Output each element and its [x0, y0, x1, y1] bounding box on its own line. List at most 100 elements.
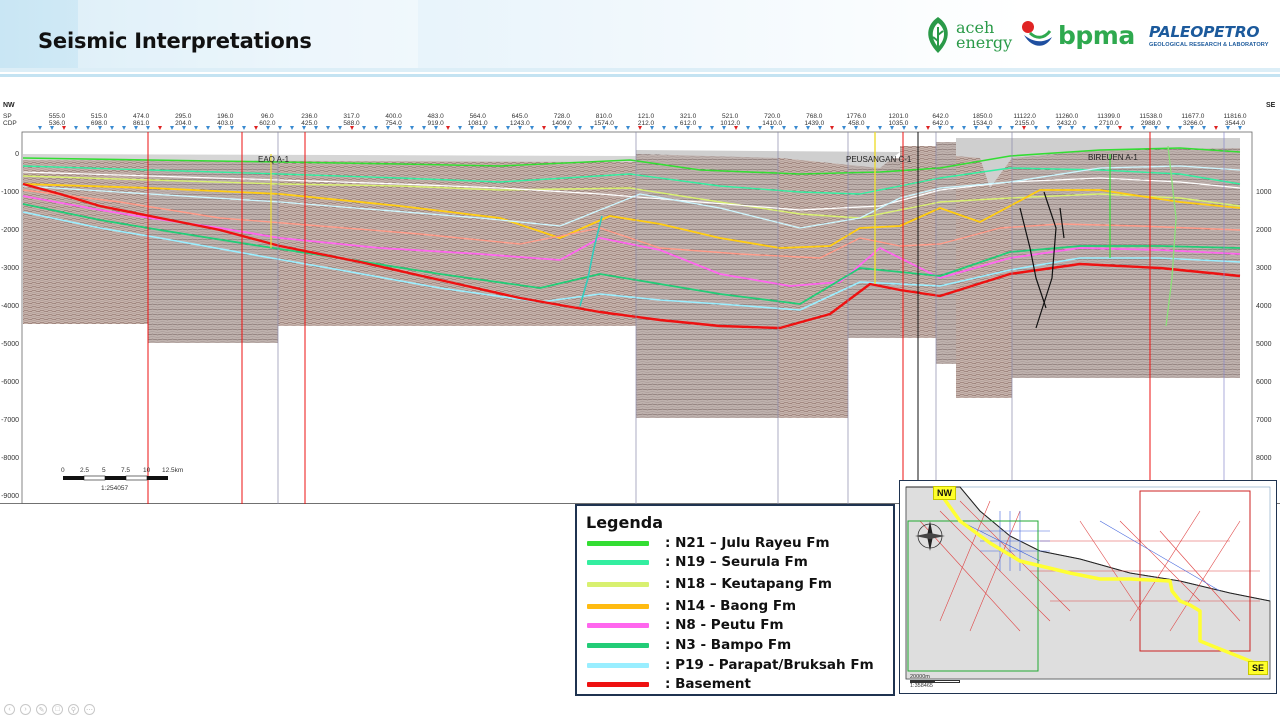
depth-tick-left: -8000 — [1, 455, 19, 462]
shotpoint-marker — [434, 126, 438, 130]
shotpoint-marker — [674, 126, 678, 130]
legend-item-basement: : Basement — [587, 675, 751, 693]
legend-title: Legenda — [586, 513, 663, 532]
map-section-line — [938, 491, 1261, 667]
shotpoint-marker — [206, 126, 210, 130]
location-map-inset: NW SE 20000m 1:358465 — [899, 480, 1277, 694]
well-label-peusangan: PEUSANGAN C-1 — [846, 155, 912, 164]
shotpoint-marker — [734, 126, 738, 130]
header-divider — [0, 68, 1280, 72]
sp-tick-label: 645.0 — [512, 113, 529, 120]
fault-black-2 — [1035, 191, 1057, 329]
shotpoint-marker — [362, 126, 366, 130]
sp-tick-label: 11122.0 — [1013, 113, 1036, 120]
shotpoint-marker — [554, 126, 558, 130]
zoom-button[interactable]: ⚲ — [68, 704, 79, 715]
shotpoint-marker — [278, 126, 282, 130]
aceh-logo-line1: aceh — [956, 18, 995, 37]
se-direction-label: SE — [1266, 102, 1276, 109]
cdp-tick-label: 1410.0 — [762, 120, 782, 127]
legend-swatch — [587, 540, 649, 546]
sp-tick-label: 11260.0 — [1055, 113, 1078, 120]
previous-slide-button[interactable]: ‹ — [4, 704, 15, 715]
legend-item-p19: : P19 - Parapat/Bruksah Fm — [587, 656, 874, 674]
scale-tick-0: 0 — [61, 467, 65, 474]
legend-item-n18: : N18 – Keutapang Fm — [587, 575, 832, 593]
cdp-tick-label: 1035.0 — [888, 120, 908, 127]
scale-tick-4: 10 — [143, 467, 151, 474]
shotpoint-marker — [518, 126, 522, 130]
depth-tick-left: -2000 — [1, 227, 19, 234]
more-options-button[interactable]: ⋯ — [84, 704, 95, 715]
cdp-tick-label: 642.0 — [932, 120, 949, 127]
aceh-energy-logo: aceh energy — [922, 14, 1012, 56]
legend-label: : N3 - Bampo Fm — [665, 637, 792, 653]
shotpoint-marker — [806, 126, 810, 130]
seismic-section-panel: NW SE SP CDP 555.0 515.0 474.0 295.0 196.0 96… — [0, 98, 1280, 504]
map-scale-ratio: 1:358465 — [910, 683, 933, 689]
shotpoint-marker — [650, 126, 654, 130]
shotpoint-marker — [710, 126, 714, 130]
shotpoint-marker — [938, 126, 942, 130]
cdp-tick-label: 2155.0 — [1015, 120, 1035, 127]
shotpoint-marker — [770, 126, 774, 130]
shotpoint-marker — [314, 126, 318, 130]
depth-tick-left: -5000 — [1, 341, 19, 348]
fault-black-3 — [1059, 207, 1065, 239]
next-slide-button[interactable]: › — [20, 704, 31, 715]
shotpoint-marker — [602, 126, 606, 130]
shotpoint-marker — [794, 126, 798, 130]
shotpoint-marker — [134, 126, 138, 130]
legend-label: : N14 - Baong Fm — [665, 598, 797, 614]
shotpoint-marker — [662, 126, 666, 130]
shotpoint-marker — [1010, 126, 1014, 130]
cdp-tick-label: 1012.0 — [720, 120, 740, 127]
shotpoint-marker — [962, 126, 966, 130]
horizon-n8 — [22, 195, 1241, 287]
aceh-leaf-icon — [928, 17, 948, 53]
legend-item-n8: : N8 - Peutu Fm — [587, 616, 784, 634]
depth-tick-left: -3000 — [1, 265, 19, 272]
cdp-tick-label: 588.0 — [343, 120, 360, 127]
map-nw-tag: NW — [933, 486, 956, 500]
cdp-tick-label: 1081.0 — [468, 120, 488, 127]
map-scale: 20000m 1:358465 — [910, 674, 960, 689]
depth-tick-left: -1000 — [1, 189, 19, 196]
shotpoint-marker — [182, 126, 186, 130]
shotpoint-marker — [170, 126, 174, 130]
sp-tick-label: 474.0 — [133, 113, 150, 120]
horizon-n18 — [22, 175, 1241, 219]
depth-tick-right: 5000 — [1256, 341, 1272, 348]
bpma-logo-text: bpma — [1058, 20, 1135, 50]
horizon-n8-salmon — [22, 189, 1241, 259]
depth-tick-right: 6000 — [1256, 379, 1272, 386]
depth-tick-right: 4000 — [1256, 303, 1272, 310]
cdp-tick-labels: 536.0 698.0 861.0 204.0 403.0 602.0 425.0 588.0… — [49, 120, 1245, 127]
horizon-n14 — [22, 183, 1241, 249]
shotpoint-marker — [1118, 126, 1122, 130]
shotpoint-marker — [422, 126, 426, 130]
depth-tick-right: 3000 — [1256, 265, 1272, 272]
shotpoint-marker — [194, 126, 198, 130]
paleopetro-logo-subtitle: GEOLOGICAL RESEARCH & LABORATORY — [1149, 41, 1269, 48]
fault-teal — [579, 215, 603, 307]
sp-tick-label: 1776.0 — [846, 113, 866, 120]
cdp-row-label: CDP — [3, 120, 17, 127]
shotpoint-marker — [350, 126, 354, 130]
well-trajectory-green — [1165, 145, 1177, 327]
shotpoint-marker — [374, 126, 378, 130]
pen-tool-button[interactable]: ✎ — [36, 704, 47, 715]
shotpoint-marker — [866, 126, 870, 130]
shotpoint-marker — [506, 126, 510, 130]
shotpoint-marker — [50, 126, 54, 130]
horizon-n19 — [22, 165, 1241, 195]
cdp-tick-label: 536.0 — [49, 120, 66, 127]
shotpoint-marker — [1238, 126, 1242, 130]
shotpoint-tick-marks — [38, 126, 1242, 130]
slides-view-button[interactable]: □ — [52, 704, 63, 715]
cdp-tick-label: 1243.0 — [510, 120, 530, 127]
sp-tick-label: 728.0 — [554, 113, 571, 120]
shotpoint-marker — [542, 126, 546, 130]
paleopetro-logo-text: PALEOPETRO — [1149, 22, 1260, 41]
depth-tick-left: -9000 — [1, 493, 19, 500]
